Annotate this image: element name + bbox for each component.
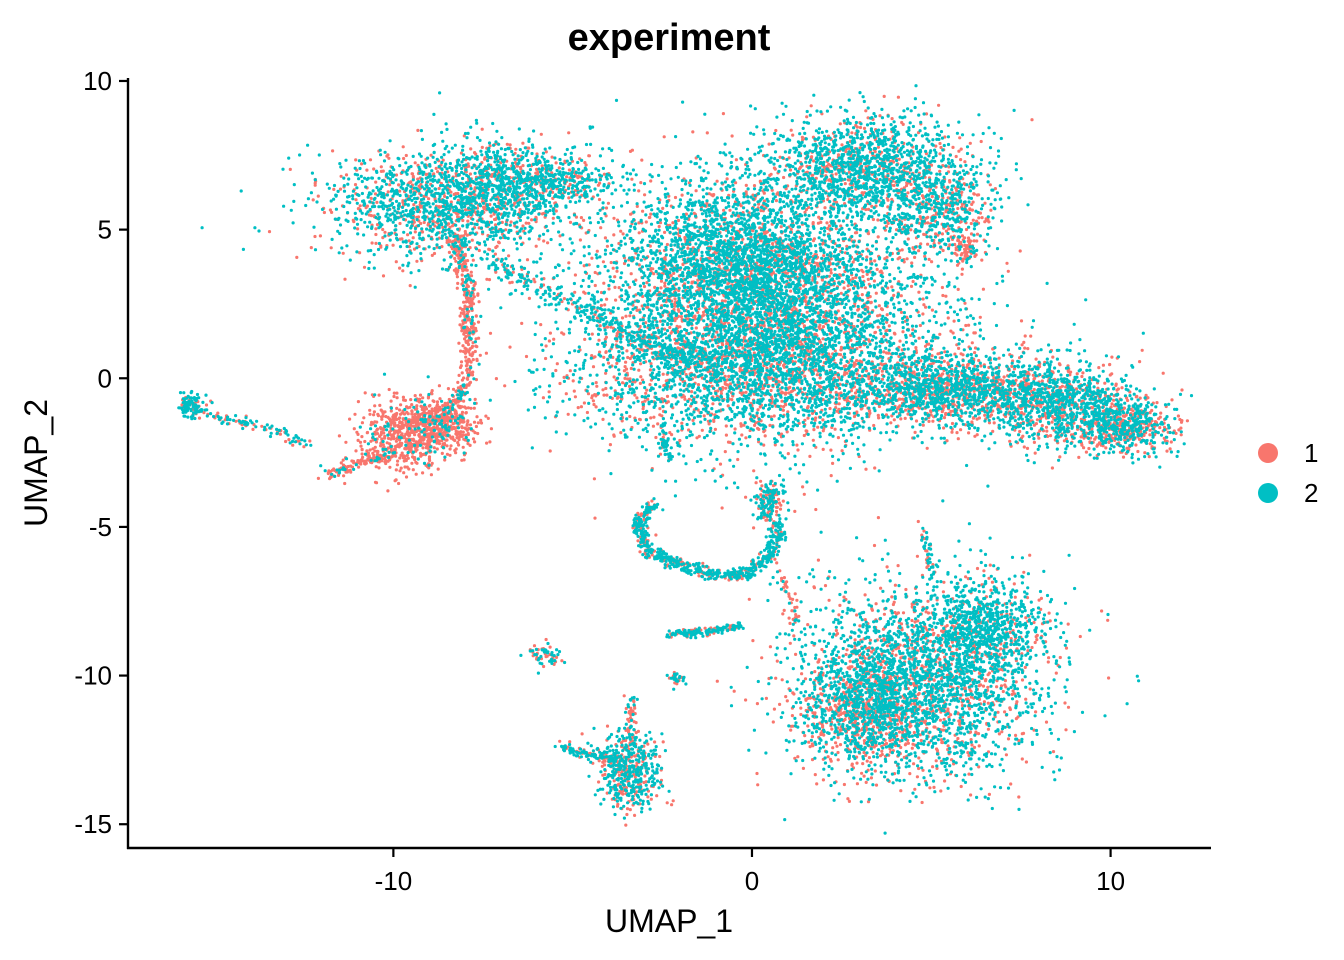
y-tick-label: -10 [74,661,112,691]
x-axis-title: UMAP_1 [605,903,733,939]
legend-key-1 [1258,443,1278,463]
y-tick-label: 10 [83,66,112,96]
x-tick-label: -10 [375,866,413,896]
x-tick-label: 10 [1096,866,1125,896]
x-tick-label: 0 [745,866,759,896]
legend-label-1: 1 [1304,438,1318,468]
y-tick-label: -15 [74,809,112,839]
legend: 12 [1258,438,1318,508]
chart-title: experiment [568,17,771,59]
y-axis-title: UMAP_2 [18,399,54,527]
legend-label-2: 2 [1304,478,1318,508]
y-tick-label: 5 [98,215,112,245]
y-axis-ticks: 10 5 0 -5 -10 -15 [74,66,128,839]
scatter-points [177,84,1194,835]
y-tick-label: -5 [89,512,112,542]
y-tick-label: 0 [98,363,112,393]
legend-key-2 [1258,483,1278,503]
series-2-points [177,84,1194,835]
x-axis-ticks: -10 0 10 [375,848,1125,896]
